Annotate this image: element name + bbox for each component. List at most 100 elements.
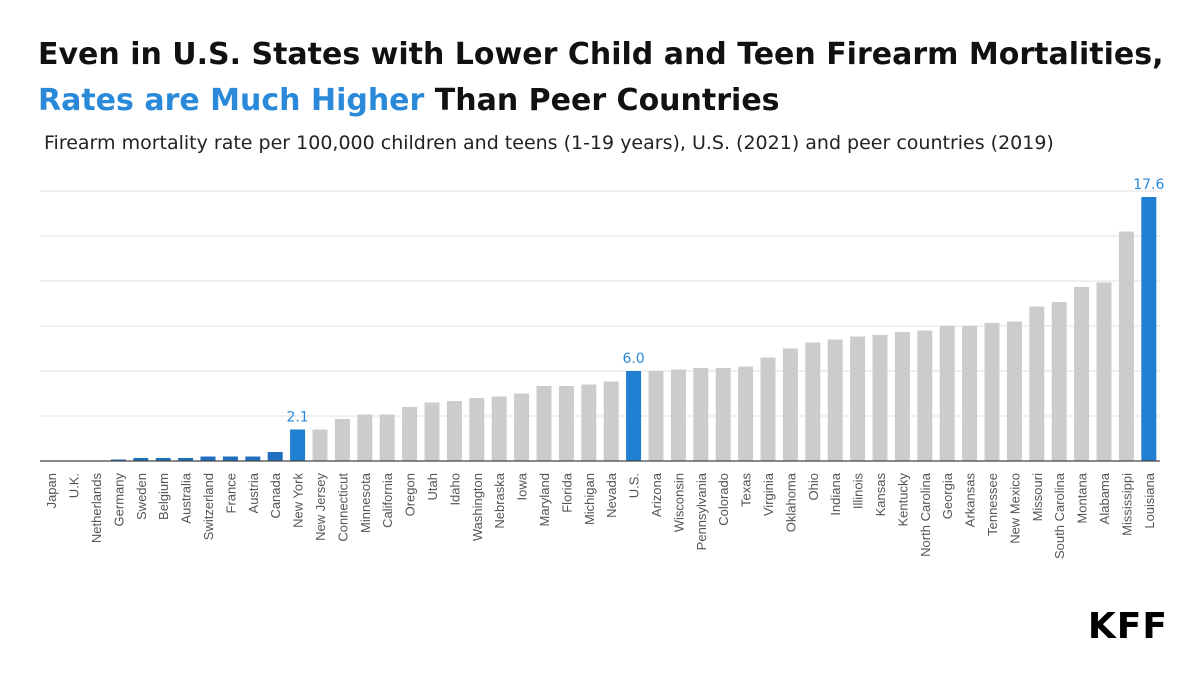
x-tick-label: Arizona [649, 472, 664, 517]
bar [603, 381, 619, 461]
x-tick-label: Alabama [1097, 472, 1112, 524]
kff-logo: KFF [1087, 606, 1168, 647]
bar [872, 335, 888, 461]
bar [1096, 282, 1112, 461]
x-tick-label: Indiana [828, 472, 843, 515]
title-highlight: Rates are Much Higher [38, 83, 425, 118]
bar [312, 429, 328, 461]
x-tick-label: Netherlands [89, 473, 104, 544]
x-tick-label: New Mexico [1007, 473, 1022, 544]
bar [1006, 321, 1022, 461]
bar [760, 357, 776, 461]
bar [738, 366, 754, 461]
x-tick-label: U.S. [627, 473, 642, 498]
x-tick-label: Arkansas [963, 473, 978, 528]
x-tick-label: Louisiana [1142, 472, 1157, 528]
x-tick-label: Utah [425, 473, 440, 500]
x-tick-label: Connecticut [335, 473, 350, 542]
bar [290, 429, 306, 461]
bar [155, 458, 171, 461]
bar [782, 348, 798, 461]
bar [962, 326, 978, 461]
x-tick-label: Austria [246, 472, 261, 513]
bar [693, 368, 709, 461]
x-tick-label: Mississippi [1119, 473, 1134, 536]
bar [827, 339, 843, 461]
x-tick-label: Pennsylvania [694, 472, 709, 550]
bar [469, 398, 485, 461]
bar [133, 458, 149, 461]
x-tick-label: Virginia [761, 472, 776, 516]
x-tick-label: New York [291, 473, 306, 528]
bar [110, 459, 126, 461]
bar [1029, 306, 1045, 461]
title-line-2: Rates are Much Higher Than Peer Countrie… [38, 78, 1163, 124]
chart-subtitle: Firearm mortality rate per 100,000 child… [44, 132, 1054, 154]
bar [917, 330, 933, 461]
x-tick-label: North Carolina [918, 472, 933, 557]
bar [670, 369, 686, 461]
bar [357, 414, 373, 461]
x-tick-label: Japan [44, 473, 59, 508]
x-tick-label: Wisconsin [671, 473, 686, 532]
bar [178, 458, 194, 461]
title-line-1: Even in U.S. States with Lower Child and… [38, 37, 1164, 72]
x-tick-label: Washington [470, 473, 485, 541]
bar [267, 452, 283, 461]
x-tick-label: Oregon [403, 473, 418, 516]
x-tick-label: South Carolina [1052, 472, 1067, 559]
bar [1051, 302, 1067, 461]
data-label: 17.6 [1133, 177, 1164, 193]
bar [222, 456, 238, 461]
x-tick-label: U.K. [67, 473, 82, 498]
x-tick-label: France [223, 473, 238, 513]
data-label: 2.1 [286, 410, 308, 426]
bar [581, 384, 597, 461]
bar [446, 401, 462, 461]
x-tick-label: Sweden [134, 473, 149, 520]
x-tick-label: Colorado [716, 473, 731, 526]
bar [379, 414, 395, 461]
x-tick-label: Ohio [806, 473, 821, 500]
x-tick-label: Australia [179, 472, 194, 523]
bar [626, 371, 642, 461]
x-tick-label: Illinois [851, 473, 866, 510]
bar [1074, 287, 1090, 461]
bar [1118, 231, 1134, 461]
bar [334, 419, 350, 461]
x-tick-label: Kansas [873, 473, 888, 517]
data-label: 6.0 [622, 351, 644, 367]
x-tick-label: Nebraska [492, 472, 507, 528]
x-tick-label: Missouri [1030, 473, 1045, 522]
x-tick-label: New Jersey [313, 473, 328, 541]
x-tick-label: Michigan [582, 473, 597, 525]
x-tick-label: Iowa [515, 472, 530, 500]
x-tick-label: Kentucky [895, 473, 910, 527]
bar [939, 326, 955, 461]
bar [200, 456, 216, 461]
bar [245, 456, 261, 461]
x-tick-label: Texas [739, 473, 754, 507]
bar [1141, 197, 1157, 461]
bar [514, 393, 530, 461]
x-tick-label: Maryland [537, 473, 552, 526]
x-tick-label: Oklahoma [783, 472, 798, 532]
bar [558, 386, 574, 461]
x-tick-label: Switzerland [201, 473, 216, 540]
bar [402, 407, 418, 461]
x-tick-label: Georgia [940, 472, 955, 519]
x-tick-label: Nevada [604, 472, 619, 518]
x-tick-label: Belgium [156, 473, 171, 520]
title-rest: Than Peer Countries [424, 83, 780, 118]
bar [894, 332, 910, 461]
bar [536, 386, 552, 461]
bar [850, 336, 866, 461]
x-tick-label: Minnesota [358, 472, 373, 533]
x-tick-label: Idaho [447, 473, 462, 506]
bar [715, 368, 731, 461]
x-tick-label: Montana [1075, 472, 1090, 523]
bar [648, 371, 664, 461]
chart-title: Even in U.S. States with Lower Child and… [38, 32, 1163, 124]
x-tick-label: Florida [559, 472, 574, 513]
